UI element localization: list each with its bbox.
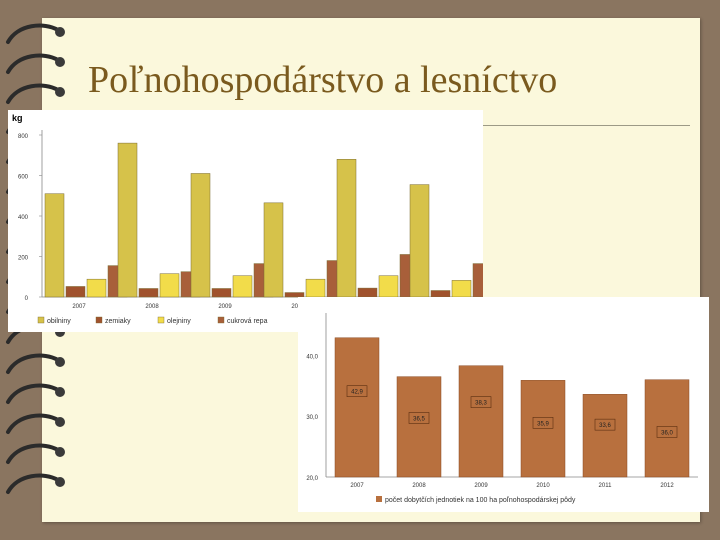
chart1-bar-olejniny-2008: [159, 273, 180, 298]
chart2-bar-2008: [396, 376, 442, 478]
chart1-legend-label: olejniny: [167, 318, 191, 325]
chart1-legend-label: obilniny: [47, 318, 71, 325]
chart2-data-label-box: [470, 396, 492, 408]
chart2-data-label-box: [346, 385, 368, 398]
chart1-legend-label: zemiaky: [105, 318, 131, 325]
binding-ring-wire: [6, 473, 60, 494]
chart1-bar-olejniny-2010: [305, 278, 326, 298]
chart1-legend-swatch: [95, 316, 103, 324]
chart2-data-label: 36,5: [413, 416, 425, 422]
chart-livestock-units: 20,0 30,0 40,0 42,9 2007 36,5 2008 38,3 2009 35,9…: [298, 297, 709, 512]
chart2-bar-2010: [520, 380, 566, 478]
chart2-data-label: 33,6: [599, 423, 611, 429]
chart2-bar-2007: [334, 337, 380, 478]
chart2-x-tick: 2008: [412, 483, 426, 489]
chart1-bar-olejniny-2012: [451, 280, 472, 298]
chart1-bar-zemiaky-2008: [138, 288, 159, 298]
chart1-bar-olejniny-2009: [232, 275, 253, 298]
binding-hole: [55, 27, 65, 37]
binding-hole: [55, 87, 65, 97]
chart1-bar-zemiaky-2009: [211, 288, 232, 298]
chart2-data-label-box: [532, 417, 554, 429]
chart2-x-tick: 2010: [536, 483, 550, 489]
binding-hole: [55, 477, 65, 487]
chart1-bar-obilniny-2011: [336, 159, 357, 298]
binding-ring: [6, 413, 65, 434]
binding-ring-wire: [6, 443, 60, 464]
chart1-y-tick: 800: [18, 134, 29, 140]
chart2-bar-2009: [458, 365, 504, 478]
binding-ring: [6, 83, 65, 104]
binding-ring: [6, 443, 65, 464]
binding-hole: [55, 357, 65, 367]
chart1-bar-zemiaky-2007: [65, 286, 86, 298]
binding-ring: [6, 353, 65, 374]
chart1-y-tick: 600: [18, 175, 29, 181]
chart1-y-tick: 0: [25, 296, 29, 302]
chart2-x-tick: 2009: [474, 483, 488, 489]
chart2-data-label: 42,9: [351, 390, 363, 396]
binding-ring-wire: [6, 353, 60, 374]
chart1-legend-label: cukrová repa: [227, 318, 268, 325]
binding-ring-wire: [6, 413, 60, 434]
chart1-bar-zemiaky-2010: [284, 292, 305, 298]
chart1-bar-zemiaky-2011: [357, 287, 378, 298]
chart1-legend-swatch: [217, 316, 225, 324]
chart2-data-label: 38,3: [475, 401, 487, 407]
binding-ring: [6, 53, 65, 74]
chart1-bar-obilniny-2007: [44, 193, 65, 298]
chart2-legend-swatch: [376, 496, 382, 502]
chart1-x-tick: 2007: [72, 304, 86, 310]
chart2-data-label-box: [656, 426, 678, 438]
chart1-bar-obilniny-2009: [190, 173, 211, 298]
chart-crop-yield: kg0200400600800200720082009201020112012o…: [8, 110, 493, 332]
chart1-x-tick: 2008: [145, 304, 159, 310]
chart1-bar-olejniny-2011: [378, 275, 399, 298]
binding-ring-wire: [6, 23, 60, 44]
chart1-legend-swatch: [37, 316, 45, 324]
chart2-data-label-box: [594, 418, 616, 431]
chart1-legend-swatch: [157, 316, 165, 324]
chart-crop-yield-svg: kg0200400600800200720082009201020112012o…: [12, 113, 493, 325]
binding-hole: [55, 417, 65, 427]
chart2-x-tick: 2011: [599, 483, 613, 489]
chart1-y-tick: 200: [18, 256, 29, 262]
chart1-y-unit: kg: [12, 113, 23, 123]
page-title: Poľnohospodárstvo a lesníctvo: [88, 59, 558, 101]
binding-ring: [6, 473, 65, 494]
chart2-data-label-box: [408, 412, 430, 424]
binding-ring-wire: [6, 383, 60, 404]
chart1-bar-obilniny-2010: [263, 202, 284, 298]
binding-hole: [55, 387, 65, 397]
binding-ring: [6, 23, 65, 44]
chart2-bar-2011: [582, 394, 628, 478]
chart2-x-tick: 2007: [350, 483, 364, 489]
chart2-y-tick: 40,0: [306, 354, 318, 360]
chart1-x-tick: 2009: [218, 304, 232, 310]
chart2-x-tick: 2012: [660, 483, 674, 489]
chart2-legend-label: počet dobytčích jednotiek na 100 ha poľn…: [385, 497, 576, 504]
chart1-y-tick: 400: [18, 215, 29, 221]
chart1-bar-obilniny-2012: [409, 184, 430, 298]
chart2-data-label: 36,0: [661, 430, 673, 436]
chart1-bar-olejniny-2007: [86, 278, 107, 298]
binding-hole: [55, 57, 65, 67]
binding-ring-wire: [6, 83, 60, 104]
chart1-bar-obilniny-2008: [117, 142, 138, 298]
chart2-y-tick: 20,0: [306, 476, 318, 482]
chart2-y-tick: 30,0: [306, 415, 318, 421]
binding-hole: [55, 447, 65, 457]
chart-livestock-units-svg: 20,0 30,0 40,0 42,9 2007 36,5 2008 38,3 2009 35,9…: [306, 313, 698, 504]
binding-ring: [6, 383, 65, 404]
chart1-bar-cukrová-repa-2012: [472, 263, 493, 298]
chart2-data-label: 35,9: [537, 421, 549, 427]
binding-ring-wire: [6, 53, 60, 74]
